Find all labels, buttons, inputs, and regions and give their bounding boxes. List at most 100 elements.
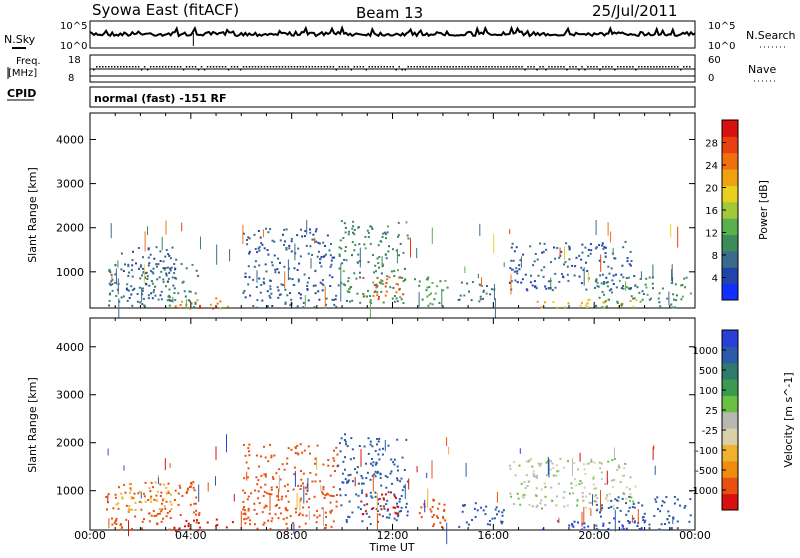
data-cell: [545, 287, 548, 290]
data-cell: [537, 274, 540, 277]
data-cell: [326, 234, 329, 237]
data-cell: [393, 295, 396, 297]
data-cell: [541, 251, 544, 254]
data-cell: [195, 496, 198, 499]
data-cell: [243, 477, 246, 480]
data-cell: [502, 509, 505, 512]
data-cell: [608, 521, 611, 524]
data-cell: [344, 284, 346, 287]
data-cell: [377, 298, 380, 301]
data-cell: [309, 231, 312, 234]
data-cell: [219, 307, 222, 310]
data-cell: [544, 504, 547, 507]
data-cell: [616, 506, 619, 509]
data-cell: [385, 257, 388, 260]
data-cell: [192, 511, 195, 514]
data-cell: [248, 450, 250, 453]
power-colorbar-segment: [722, 185, 738, 203]
data-cell: [195, 509, 198, 512]
data-cell: [644, 519, 647, 522]
data-cell: [167, 492, 170, 494]
data-cell: [482, 297, 485, 300]
data-cell: [382, 232, 385, 235]
data-cell: [128, 482, 131, 485]
data-cell: [513, 270, 516, 273]
data-cell: [587, 525, 590, 528]
freq-point: [93, 69, 95, 71]
freq-point: [674, 66, 676, 68]
data-cell: [243, 518, 246, 521]
data-cell: [588, 298, 591, 301]
data-cell: [179, 486, 182, 489]
data-cell: [622, 287, 625, 290]
data-cell: [372, 281, 375, 284]
data-cell: [296, 234, 299, 237]
data-cell: [249, 294, 252, 297]
data-cell: [380, 279, 383, 282]
data-cell: [488, 520, 491, 522]
data-cell: [242, 232, 245, 235]
freq-point: [368, 66, 370, 68]
data-cell: [152, 509, 155, 512]
data-cell: [325, 303, 327, 306]
data-cell: [388, 276, 391, 279]
data-cell: [593, 495, 596, 498]
data-speckle: [410, 237, 411, 258]
data-cell: [148, 512, 151, 515]
data-cell: [373, 473, 376, 476]
data-cell: [684, 505, 687, 507]
data-cell: [398, 498, 401, 500]
data-cell: [360, 500, 363, 503]
data-cell: [384, 253, 387, 256]
data-cell: [400, 494, 403, 497]
data-cell: [259, 291, 262, 294]
data-cell: [157, 298, 160, 301]
data-cell: [277, 499, 280, 501]
data-cell: [575, 256, 578, 259]
data-cell: [114, 281, 117, 284]
data-cell: [131, 304, 134, 307]
freq-point: [617, 66, 619, 68]
data-cell: [621, 302, 624, 305]
data-cell: [644, 283, 647, 286]
data-cell: [246, 243, 249, 246]
data-cell: [385, 516, 388, 519]
data-cell: [286, 509, 289, 512]
data-cell: [160, 491, 163, 494]
data-cell: [551, 500, 554, 502]
data-cell: [604, 483, 607, 485]
data-cell: [387, 508, 390, 511]
data-cell: [557, 469, 560, 472]
data-cell: [610, 479, 613, 482]
data-speckle: [571, 457, 573, 477]
data-cell: [607, 265, 610, 268]
data-cell: [518, 464, 521, 467]
data-cell: [329, 501, 332, 504]
freq-point: [647, 66, 649, 68]
x-tick-label: 16:00: [477, 529, 509, 542]
data-speckle: [110, 223, 112, 239]
data-cell: [353, 249, 356, 252]
freq-point: [491, 66, 493, 68]
data-cell: [160, 520, 163, 523]
freq-point: [569, 66, 571, 68]
freq-point: [395, 69, 397, 71]
data-cell: [371, 228, 374, 230]
data-cell: [386, 278, 389, 281]
data-cell: [379, 476, 382, 479]
data-cell: [367, 452, 370, 455]
data-cell: [297, 280, 300, 283]
data-cell: [263, 490, 266, 493]
data-cell: [169, 299, 171, 302]
data-cell: [429, 508, 432, 511]
data-cell: [375, 462, 378, 465]
data-cell: [474, 516, 477, 518]
data-cell: [427, 276, 430, 279]
freq-point: [428, 66, 430, 68]
nave-right-tick-top: 60: [708, 55, 721, 66]
data-cell: [150, 481, 153, 484]
data-cell: [585, 288, 588, 291]
data-cell: [257, 247, 260, 250]
data-cell: [333, 256, 336, 259]
data-cell: [566, 504, 569, 507]
